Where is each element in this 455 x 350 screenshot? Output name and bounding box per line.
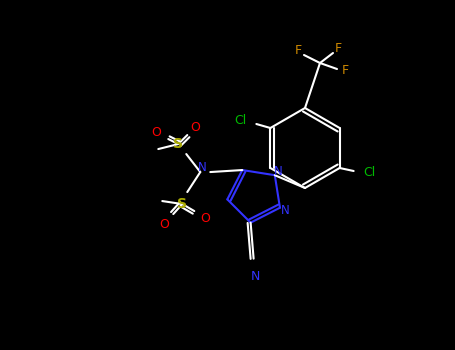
Text: N: N — [273, 165, 282, 178]
Text: F: F — [341, 64, 349, 77]
Text: O: O — [200, 211, 210, 225]
Text: O: O — [190, 120, 200, 134]
Text: N: N — [281, 204, 289, 217]
Text: S: S — [177, 197, 187, 211]
Text: O: O — [152, 126, 161, 139]
Text: F: F — [294, 44, 302, 57]
Text: Cl: Cl — [364, 167, 376, 180]
Text: N: N — [198, 161, 207, 174]
Text: S: S — [173, 137, 183, 151]
Text: F: F — [334, 42, 342, 55]
Text: N: N — [251, 270, 260, 283]
Text: Cl: Cl — [234, 113, 247, 126]
Text: O: O — [159, 218, 169, 231]
